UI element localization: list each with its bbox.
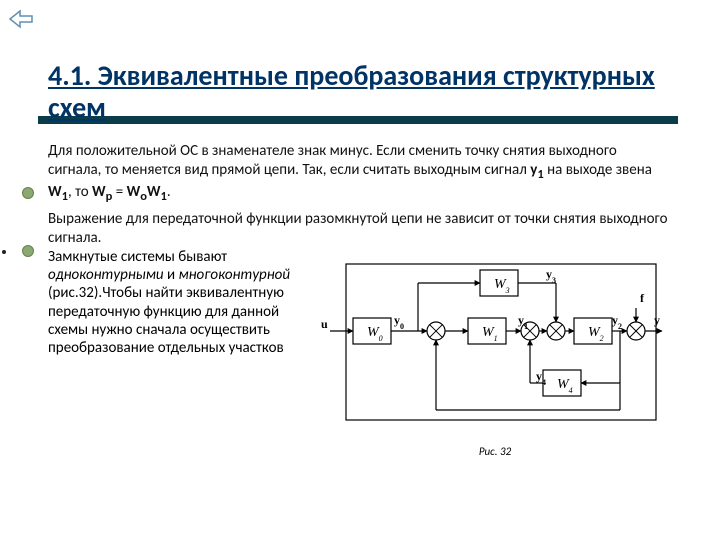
svg-text:f: f (640, 291, 645, 305)
lc-c: и (164, 266, 179, 284)
p1-c: , то (68, 183, 92, 201)
p1-W1b: W (147, 183, 161, 201)
svg-text:y0: y0 (394, 313, 404, 331)
p1-end: . (167, 183, 171, 201)
lc-a: Замкнутые системы бывают (48, 248, 227, 266)
bullet-2 (22, 245, 34, 257)
p1-W1: W (48, 183, 62, 201)
paragraph-2: Выражение для передаточной функции разом… (48, 210, 672, 248)
p1-b: на выходе звена (544, 161, 652, 179)
p1-Wo: W (127, 183, 141, 201)
stray-dot (2, 250, 6, 254)
svg-text:y3: y3 (546, 267, 556, 285)
svg-text:u: u (321, 317, 328, 331)
block-diagram: W0W1W3W2W4uy0y1y3y4y2yf Рис. 32 (318, 248, 672, 458)
p1-eq: = (112, 183, 126, 201)
diagram-caption: Рис. 32 (318, 445, 672, 458)
title-divider (38, 116, 678, 124)
lc-e: (рис.32).Чтобы найти эквивалентную перед… (48, 284, 284, 357)
back-icon[interactable] (8, 8, 36, 35)
left-column-text: Замкнутые системы бывают одноконтурными … (48, 248, 308, 458)
paragraph-1: Для положительной ОС в знаменателе знак … (48, 142, 672, 204)
slide-title: 4.1. Эквивалентные преобразования структ… (48, 60, 672, 124)
p1-Wo-sub: o (140, 189, 147, 204)
lc-d: многоконтурной (178, 266, 290, 284)
lc-b: одноконтурными (48, 266, 164, 284)
svg-text:y2: y2 (612, 313, 622, 331)
p1-Wp: W (92, 183, 106, 201)
svg-text:y: y (654, 313, 660, 327)
bullet-1 (22, 187, 34, 199)
